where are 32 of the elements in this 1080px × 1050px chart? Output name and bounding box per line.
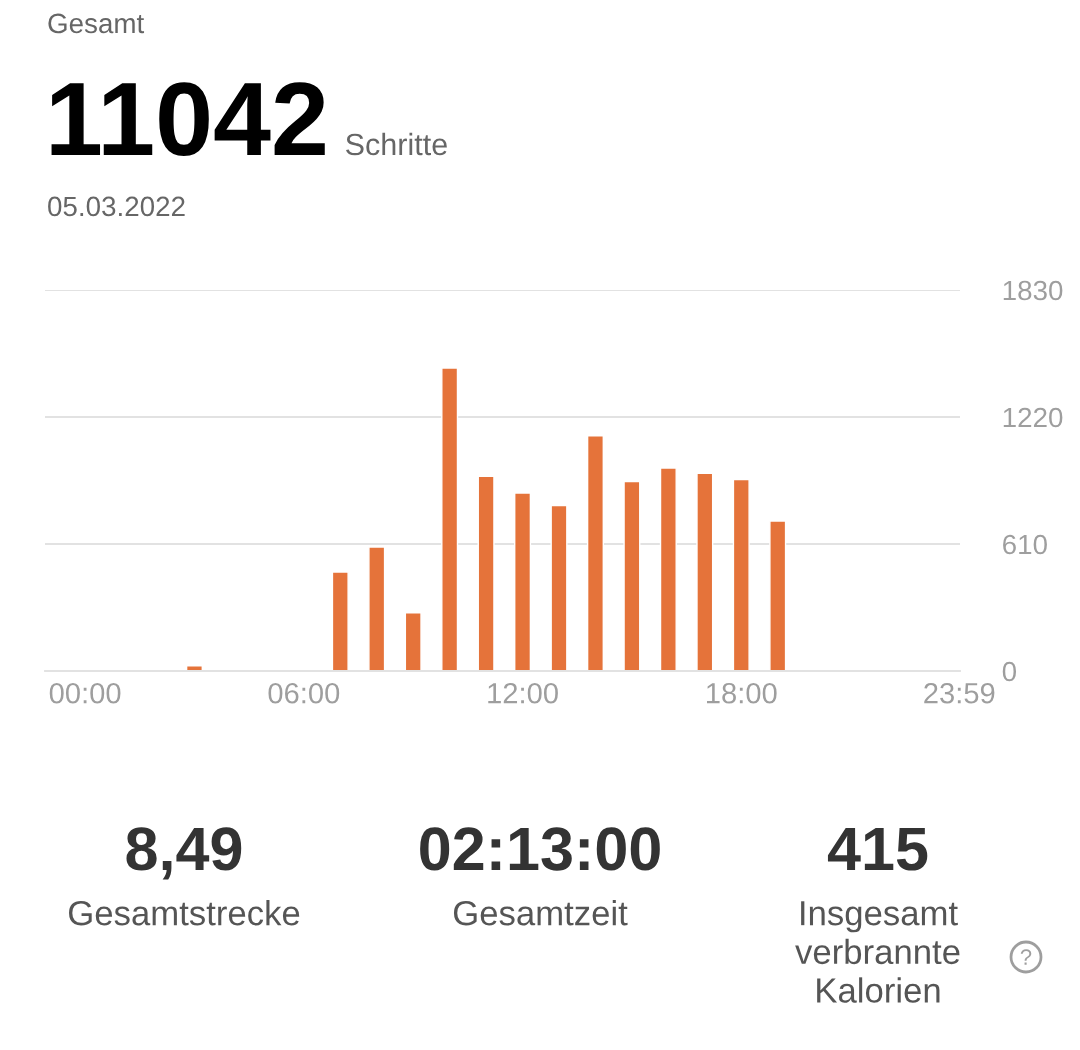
text: Insgesamt verbrannte Kalorien [795, 901, 960, 1003]
y-tick-label: 610 [1003, 534, 1047, 555]
bar [769, 520, 787, 671]
chart-title: Gesamt [48, 13, 145, 34]
x-tick-label: 18:00 [707, 682, 777, 704]
bar [477, 475, 495, 671]
bar [623, 480, 641, 671]
text: Gesamtzeit [453, 900, 628, 926]
y-tick-label: 1220 [1003, 407, 1063, 428]
x-tick-label: 23:59 [924, 682, 995, 704]
bar [331, 571, 349, 671]
bar [404, 612, 422, 671]
text: 02:13:00 [420, 827, 660, 871]
text: Gesamtstrecke [69, 900, 300, 926]
bar [514, 492, 532, 671]
text: Schritte [346, 132, 447, 156]
x-tick-label: 06:00 [268, 682, 340, 704]
y-tick-label: 1830 [1003, 280, 1063, 301]
bar [696, 472, 714, 671]
text: 8,49 [126, 827, 242, 880]
text: 11042 [51, 82, 325, 157]
bar [441, 367, 459, 671]
bar [659, 467, 677, 671]
y-tick-label: 0 [1002, 661, 1017, 682]
bar [550, 504, 568, 671]
text: 415 [827, 827, 928, 871]
bar [586, 435, 604, 671]
bar [732, 478, 750, 671]
x-tick-label: 12:00 [488, 682, 558, 704]
chart-subtitle: 05.03.2022 [48, 196, 185, 217]
x-tick-label: 00:00 [49, 682, 121, 704]
bar [368, 546, 386, 671]
